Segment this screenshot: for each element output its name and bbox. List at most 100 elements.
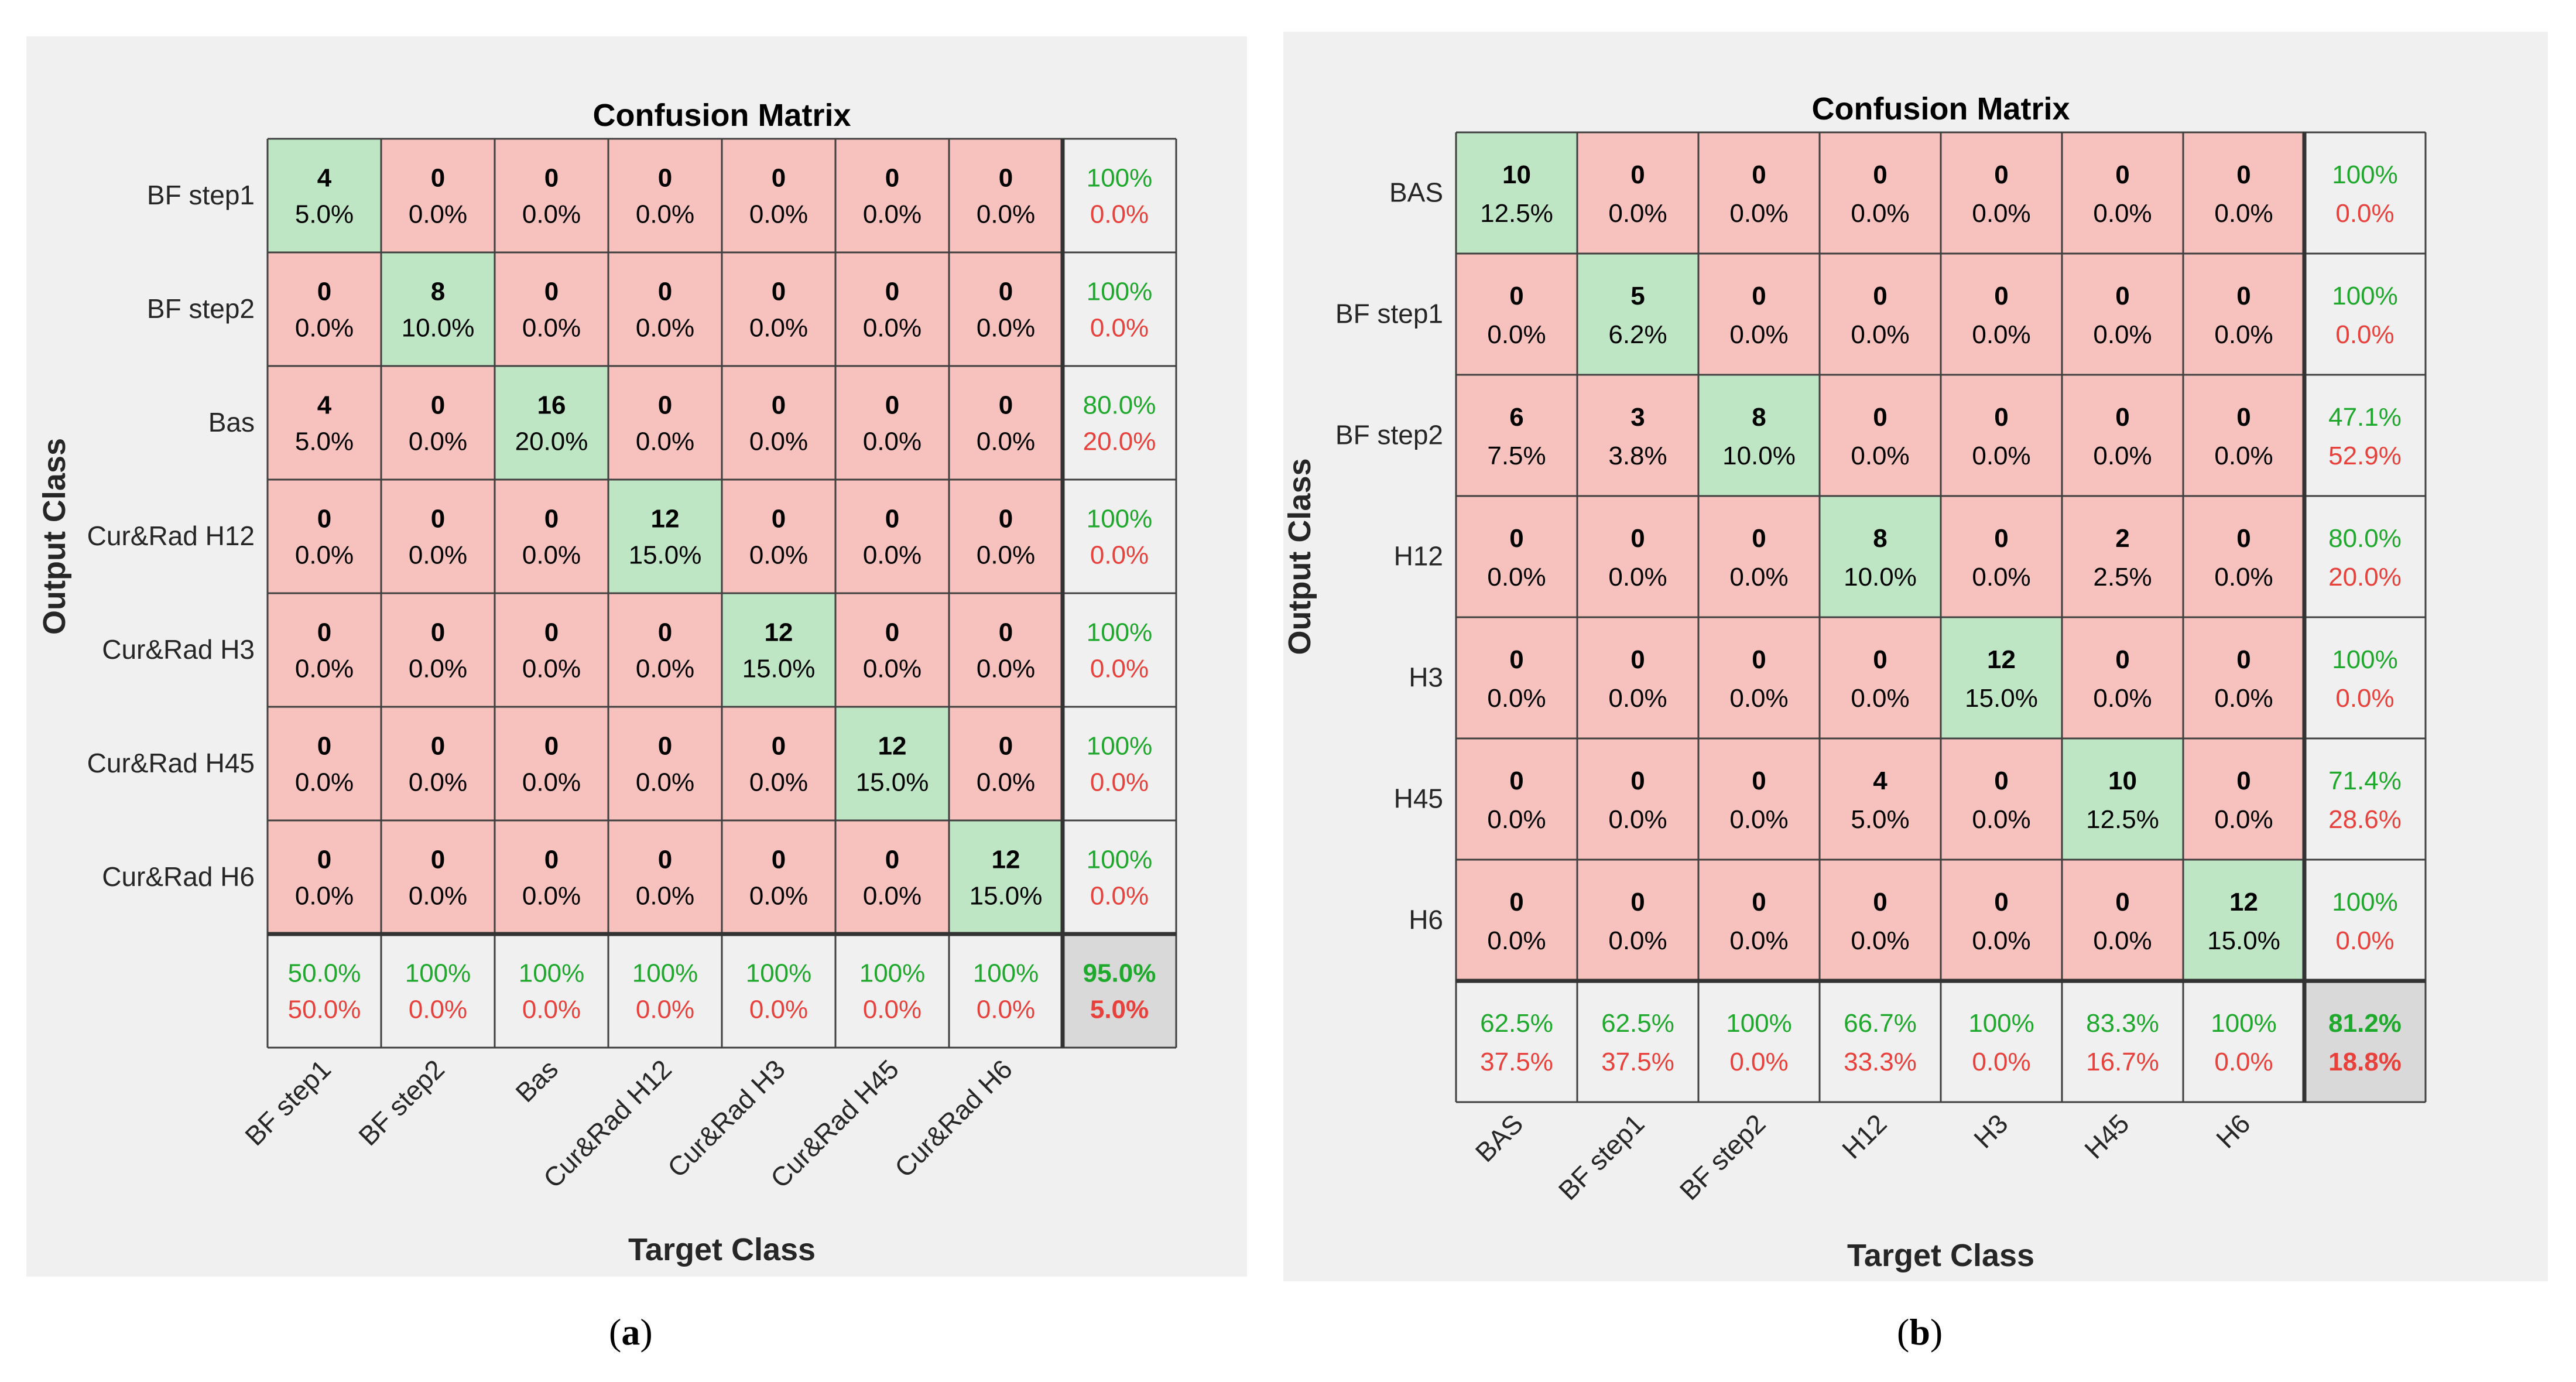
cmb-count-4-2: 0 — [1752, 645, 1766, 674]
cmb-output-class-label-2: BF step2 — [1335, 420, 1443, 450]
cmb-count-1-1: 5 — [1630, 282, 1645, 310]
cma-percent-0-6: 0.0% — [977, 200, 1035, 229]
cmb-cell-6-0 — [1456, 860, 1577, 981]
cma-cell-4-1 — [381, 593, 495, 707]
confusion-matrix-panel-a: Confusion Matrix 4 5.0% 0 0.0% 0 0.0% 0 0.0% 0 0.0… — [26, 36, 1247, 1277]
cma-cell-5-1 — [381, 707, 495, 820]
cma-cell-5-6 — [949, 707, 1063, 820]
cmb-overall-error: 18.8% — [2328, 1048, 2402, 1076]
cma-row-error-6: 0.0% — [1090, 882, 1149, 911]
cma-count-6-2: 0 — [544, 845, 559, 874]
cmb-target-class-label-6: H6 — [2210, 1108, 2256, 1154]
cma-row-precision-2: 80.0% — [1083, 391, 1156, 419]
cmb-row-error-2: 52.9% — [2328, 442, 2402, 470]
cma-y-axis-label: Output Class — [37, 438, 72, 635]
cma-cell-0-5 — [835, 139, 949, 252]
cmb-percent-2-4: 0.0% — [1972, 442, 2030, 470]
cma-col-error-2: 0.0% — [522, 996, 581, 1024]
cmb-percent-5-1: 0.0% — [1608, 805, 1667, 834]
cmb-count-3-2: 0 — [1752, 524, 1766, 553]
cmb-overall-cell — [2304, 981, 2426, 1102]
cmb-count-2-0: 6 — [1509, 403, 1523, 432]
cma-col-recall-6: 100% — [973, 959, 1039, 987]
cmb-percent-1-2: 0.0% — [1729, 320, 1788, 349]
cma-percent-0-1: 0.0% — [409, 200, 467, 229]
cmb-percent-2-1: 3.8% — [1608, 442, 1667, 470]
cma-count-1-0: 0 — [317, 277, 331, 306]
cma-count-5-2: 0 — [544, 731, 559, 760]
cmb-count-5-3: 4 — [1873, 767, 1888, 795]
cma-target-class-label-2: Bas — [509, 1053, 564, 1108]
cmb-count-1-2: 0 — [1752, 282, 1766, 310]
cmb-cell-0-2 — [1698, 132, 1820, 254]
cmb-count-2-2: 8 — [1752, 403, 1766, 432]
cma-count-2-6: 0 — [999, 391, 1013, 419]
cmb-percent-0-3: 0.0% — [1851, 199, 1909, 228]
cma-percent-4-5: 0.0% — [863, 655, 922, 683]
cmb-percent-0-1: 0.0% — [1608, 199, 1667, 228]
cmb-col-error-2: 0.0% — [1729, 1048, 1788, 1076]
cmb-count-3-4: 0 — [1994, 524, 2008, 553]
cmb-percent-4-5: 0.0% — [2093, 684, 2152, 713]
cma-percent-6-3: 0.0% — [636, 882, 694, 911]
cmb-percent-5-5: 12.5% — [2086, 805, 2159, 834]
cmb-percent-3-5: 2.5% — [2093, 563, 2152, 591]
cma-percent-0-2: 0.0% — [522, 200, 581, 229]
cmb-row-precision-4: 100% — [2332, 645, 2398, 674]
cmb-count-2-3: 0 — [1873, 403, 1887, 432]
cma-percent-6-4: 0.0% — [749, 882, 808, 911]
cma-cell-4-0 — [268, 593, 381, 707]
cmb-cell-4-5 — [2062, 617, 2183, 738]
cma-count-4-0: 0 — [317, 618, 331, 646]
cma-output-class-label-3: Cur&Rad H12 — [87, 521, 255, 551]
cmb-count-1-5: 0 — [2115, 282, 2129, 310]
cma-cell-0-0 — [268, 139, 381, 252]
cmb-count-5-0: 0 — [1509, 767, 1523, 795]
cma-row-error-0: 0.0% — [1090, 200, 1149, 229]
cma-percent-4-3: 0.0% — [636, 655, 694, 683]
cma-cell-2-5 — [835, 366, 949, 480]
cma-percent-0-4: 0.0% — [749, 200, 808, 229]
cma-cell-3-3 — [608, 480, 722, 593]
cmb-percent-4-3: 0.0% — [1851, 684, 1909, 713]
cmb-count-2-1: 3 — [1630, 403, 1645, 432]
cma-percent-6-2: 0.0% — [522, 882, 581, 911]
cmb-title: Confusion Matrix — [1812, 91, 2070, 126]
cmb-count-5-2: 0 — [1752, 767, 1766, 795]
cmb-cell-6-6 — [2183, 860, 2304, 981]
cma-cell-6-3 — [608, 820, 722, 934]
cma-cell-3-4 — [722, 480, 835, 593]
cma-col-recall-5: 100% — [859, 959, 926, 987]
cma-percent-3-2: 0.0% — [522, 541, 581, 570]
cma-cell-6-0 — [268, 820, 381, 934]
cmb-col-error-5: 16.7% — [2086, 1048, 2159, 1076]
cmb-col-recall-4: 100% — [1968, 1009, 2034, 1038]
cma-percent-1-4: 0.0% — [749, 314, 808, 343]
cma-percent-3-1: 0.0% — [409, 541, 467, 570]
cma-count-6-5: 0 — [885, 845, 899, 874]
cmb-row-precision-1: 100% — [2332, 282, 2398, 310]
cmb-percent-4-2: 0.0% — [1729, 684, 1788, 713]
cmb-row-error-3: 20.0% — [2328, 563, 2402, 591]
cmb-cell-5-6 — [2183, 738, 2304, 860]
cma-col-error-3: 0.0% — [636, 996, 694, 1024]
cma-cell-6-4 — [722, 820, 835, 934]
cma-col-error-0: 50.0% — [288, 996, 361, 1024]
cmb-cell-5-4 — [1941, 738, 2062, 860]
cmb-cell-0-0 — [1456, 132, 1577, 254]
cmb-col-summary-cell-4 — [1941, 981, 2062, 1102]
cmb-count-6-5: 0 — [2115, 888, 2129, 916]
cmb-cell-0-5 — [2062, 132, 2183, 254]
cma-count-4-1: 0 — [431, 618, 445, 646]
cmb-percent-0-6: 0.0% — [2214, 199, 2273, 228]
cma-percent-2-5: 0.0% — [863, 427, 922, 456]
cmb-percent-2-5: 0.0% — [2093, 442, 2152, 470]
cmb-percent-5-2: 0.0% — [1729, 805, 1788, 834]
cma-count-1-2: 0 — [544, 277, 559, 306]
cmb-cell-3-2 — [1698, 496, 1820, 617]
cmb-col-recall-2: 100% — [1726, 1009, 1792, 1038]
cmb-cell-2-0 — [1456, 375, 1577, 496]
cmb-row-precision-0: 100% — [2332, 160, 2398, 189]
cma-target-class-label-0: BF step1 — [239, 1053, 337, 1151]
cma-row-precision-1: 100% — [1087, 277, 1153, 306]
